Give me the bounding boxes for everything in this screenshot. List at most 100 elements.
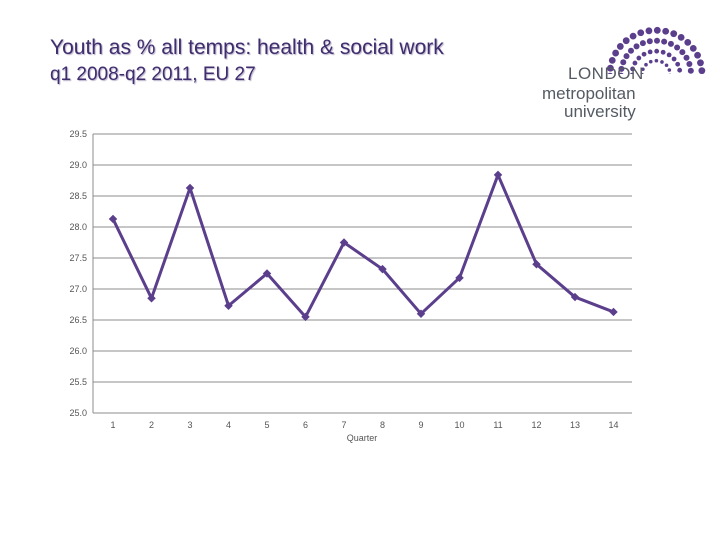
- logo-dot: [622, 37, 630, 45]
- logo-dot: [660, 49, 666, 55]
- logo-dot: [636, 55, 642, 61]
- logo-dot: [629, 72, 635, 74]
- logo-dot: [618, 65, 625, 72]
- logo-dot: [608, 56, 616, 64]
- data-point: [301, 312, 310, 322]
- x-tick-label: 12: [531, 420, 541, 430]
- logo-dot: [641, 67, 645, 72]
- logo-dot: [637, 29, 645, 37]
- logo-dot: [660, 60, 664, 64]
- x-tick-label: 3: [187, 420, 192, 430]
- logo-dot: [644, 62, 648, 67]
- x-axis-label: Quarter: [347, 433, 378, 443]
- logo-dot: [632, 60, 638, 66]
- x-tick-label: 14: [608, 420, 618, 430]
- logo-dot: [654, 58, 659, 63]
- data-point: [378, 264, 387, 274]
- x-tick-label: 8: [380, 420, 385, 430]
- logo-dot: [616, 43, 624, 50]
- logo-dot: [630, 66, 636, 72]
- x-tick-label: 4: [226, 420, 231, 430]
- logo-dot: [670, 30, 678, 38]
- x-tick-label: 5: [264, 420, 269, 430]
- data-point: [224, 301, 233, 310]
- logo-dot: [677, 34, 685, 41]
- y-tick-label: 27.5: [69, 253, 87, 263]
- logo-dot: [679, 49, 686, 56]
- data-point: [147, 294, 156, 303]
- data-point: [532, 259, 541, 269]
- logo-dots-icon: [607, 26, 706, 74]
- logo-dot: [639, 40, 646, 47]
- y-tick-label: 26.5: [69, 315, 87, 325]
- logo-dot: [687, 67, 694, 74]
- x-tick-label: 11: [493, 420, 502, 430]
- y-tick-label: 28.0: [69, 222, 87, 232]
- x-tick-label: 2: [149, 420, 154, 430]
- data-point: [339, 238, 349, 247]
- logo-dot: [629, 32, 637, 40]
- slide-subtitle: q1 2008-q2 2011, EU 27: [50, 64, 256, 85]
- logo-dot: [623, 53, 630, 60]
- y-tick-label: 26.0: [69, 346, 87, 356]
- logo-dot: [640, 72, 644, 74]
- logo-dot: [664, 63, 669, 68]
- y-tick-label: 25.0: [69, 408, 87, 418]
- y-tick-label: 25.5: [69, 377, 87, 387]
- data-point: [455, 273, 464, 283]
- logo-dot: [612, 49, 620, 57]
- series-line: [111, 173, 615, 319]
- logo-dot: [674, 44, 681, 51]
- data-point: [262, 269, 272, 278]
- logo-dot: [646, 38, 653, 45]
- logo-dot: [653, 26, 661, 34]
- logo-line-2: metropolitan: [542, 84, 636, 103]
- logo-dot: [661, 38, 668, 45]
- logo-dot: [686, 61, 693, 68]
- x-tick-label: 7: [341, 420, 346, 430]
- y-tick-label: 29.5: [69, 129, 87, 139]
- y-tick-label: 27.0: [69, 284, 87, 294]
- logo-dot: [647, 49, 653, 55]
- slide-title: Youth as % all temps: health & social wo…: [50, 36, 444, 59]
- data-point: [493, 170, 503, 180]
- logo-dot: [689, 44, 697, 52]
- logo-dot: [627, 47, 634, 54]
- logo-line-3: university: [564, 102, 636, 121]
- logo-dot: [648, 59, 653, 64]
- logo-dot: [683, 54, 690, 61]
- data-point: [416, 309, 426, 319]
- data-point: [570, 292, 580, 302]
- logo-dot: [618, 72, 624, 74]
- logo-dot: [677, 67, 683, 73]
- logo-dot: [666, 52, 672, 58]
- logo-dot: [675, 61, 681, 67]
- logo-dot: [667, 68, 672, 72]
- x-tick-label: 9: [418, 420, 423, 430]
- logo-dot: [654, 48, 660, 54]
- y-tick-label: 28.5: [69, 191, 87, 201]
- data-point: [609, 307, 618, 317]
- university-logo: LONDON metropolitan university: [538, 14, 708, 122]
- logo-dot: [698, 67, 706, 74]
- logo-dot: [667, 40, 674, 47]
- logo-dot: [653, 37, 660, 44]
- logo-dot: [607, 64, 614, 72]
- logo-dot: [641, 51, 647, 57]
- logo-dot: [662, 27, 670, 35]
- y-tick-label: 29.0: [69, 160, 87, 170]
- data-point: [185, 183, 195, 193]
- x-tick-label: 13: [570, 420, 580, 430]
- x-tick-label: 6: [303, 420, 308, 430]
- x-tick-label: 1: [110, 420, 115, 430]
- logo-dot: [620, 59, 627, 66]
- logo-dot: [694, 51, 701, 59]
- logo-dot: [671, 56, 677, 62]
- logo-dot: [633, 43, 640, 50]
- logo-dot: [697, 59, 704, 67]
- data-point: [108, 214, 118, 224]
- logo-dot: [684, 38, 692, 46]
- logo-line-1: LONDON: [568, 64, 644, 83]
- logo-dot: [645, 27, 653, 35]
